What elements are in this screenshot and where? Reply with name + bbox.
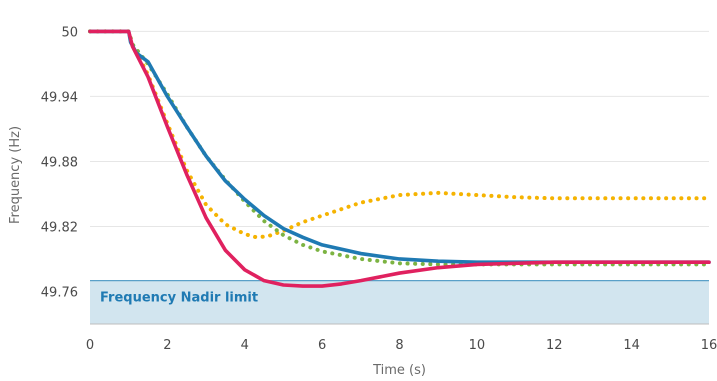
y-tick-label: 50 [61,25,78,40]
y-tick-label: 49.82 [41,220,78,235]
series-line-2 [88,29,711,267]
y-tick-label: 49.76 [41,285,78,300]
x-tick-label: 2 [163,338,171,353]
nadir-limit-label: Frequency Nadir limit [100,291,258,306]
x-tick-label: 12 [546,338,563,353]
x-tick-label: 14 [623,338,640,353]
x-tick-label: 6 [318,338,326,353]
nadir-limit-band [90,280,709,324]
series-line-4 [88,29,711,288]
y-axis-ticks: 50 49.94 49.88 49.82 49.76 [41,25,78,300]
x-axis-ticks: 0 2 4 6 8 10 12 14 16 [86,338,717,353]
x-tick-label: 4 [241,338,249,353]
x-tick-label: 10 [469,338,486,353]
y-tick-label: 49.88 [41,155,78,170]
series-line-1 [88,29,711,265]
y-tick-label: 49.94 [41,90,78,105]
x-tick-label: 8 [395,338,403,353]
nadir-limit-region: Frequency Nadir limit [90,280,709,324]
series-line-3 [88,29,711,240]
series-lines [88,29,711,288]
x-tick-label: 16 [701,338,717,353]
x-tick-label: 0 [86,338,94,353]
x-axis-title: Time (s) [372,363,426,378]
y-axis-title: Frequency (Hz) [8,126,23,224]
